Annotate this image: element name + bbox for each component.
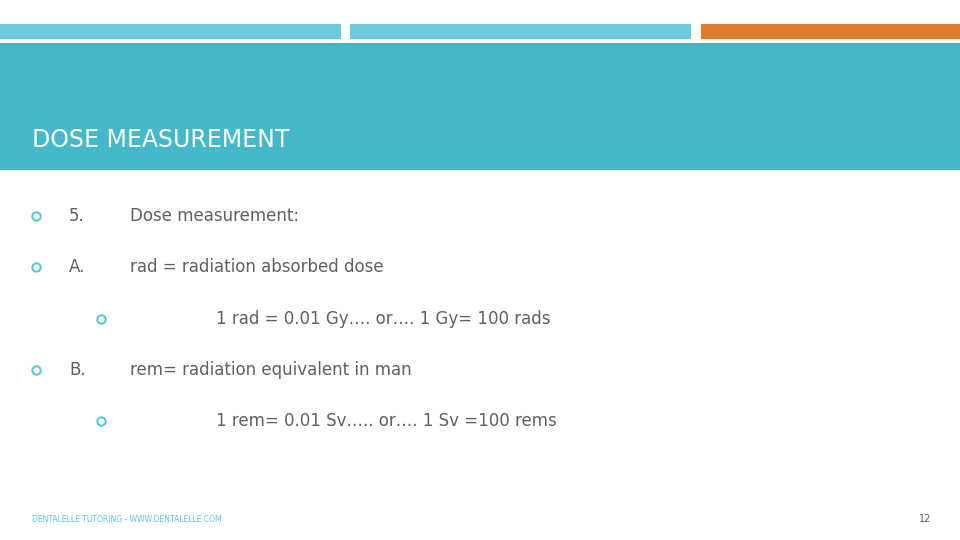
Bar (0, 43, 960, 170)
Bar (350, 24, 691, 39)
Text: DOSE MEASUREMENT: DOSE MEASUREMENT (32, 129, 289, 152)
Text: A.: A. (69, 258, 85, 276)
Text: 5.: 5. (69, 207, 84, 225)
Text: Dose measurement:: Dose measurement: (130, 207, 299, 225)
Bar (701, 24, 960, 39)
Text: 12: 12 (919, 515, 931, 524)
Text: B.: B. (69, 361, 85, 379)
Text: rem= radiation equivalent in man: rem= radiation equivalent in man (130, 361, 411, 379)
Text: 1 rad = 0.01 Gy…. or…. 1 Gy= 100 rads: 1 rad = 0.01 Gy…. or…. 1 Gy= 100 rads (216, 309, 550, 328)
Text: DENTALELLE TUTORING - WWW.DENTALELLE.COM: DENTALELLE TUTORING - WWW.DENTALELLE.COM (32, 515, 222, 524)
Bar (0, 24, 341, 39)
Text: rad = radiation absorbed dose: rad = radiation absorbed dose (130, 258, 383, 276)
Text: 1 rem= 0.01 Sv….. or…. 1 Sv =100 rems: 1 rem= 0.01 Sv….. or…. 1 Sv =100 rems (216, 412, 557, 430)
